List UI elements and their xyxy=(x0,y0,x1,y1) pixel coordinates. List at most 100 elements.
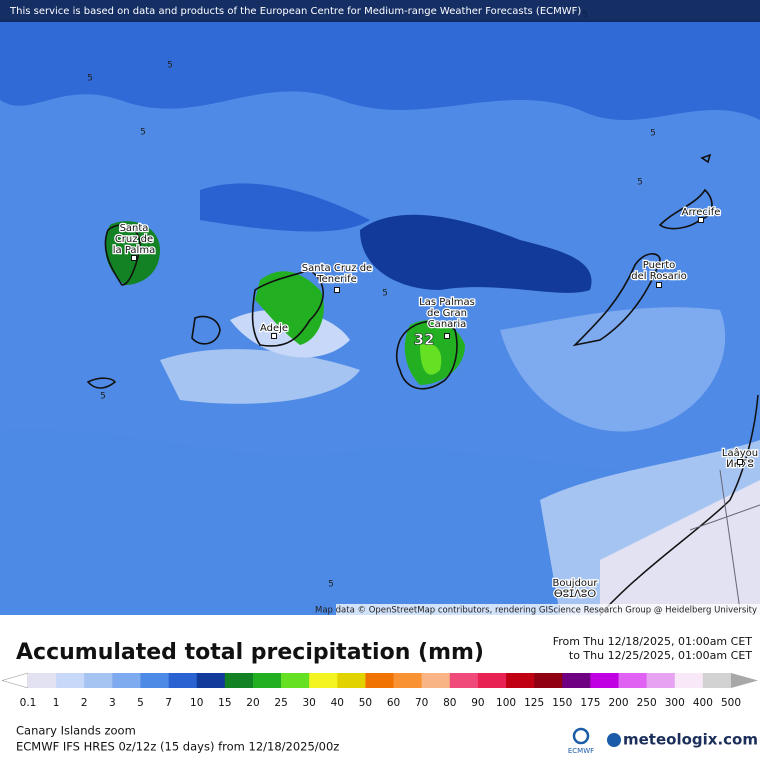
colorbar-box xyxy=(421,673,451,688)
colorbar-label: 250 xyxy=(637,697,657,709)
colorbar-box xyxy=(224,673,254,688)
contour-label: 5 xyxy=(100,392,106,402)
colorbar-box xyxy=(674,673,704,688)
place-label: Tenerife xyxy=(316,274,357,285)
colorbar-label: 80 xyxy=(443,697,456,709)
brand-logo xyxy=(607,733,621,747)
period-to: to Thu 12/25/2025, 01:00am CET xyxy=(569,649,752,662)
colorbar-label: 20 xyxy=(246,697,259,709)
model: ECMWF IFS HRES 0z/12z (15 days) from 12/… xyxy=(16,740,339,754)
place-label: de Gran xyxy=(427,308,467,319)
colorbar-box xyxy=(84,673,113,688)
colorbar-label: 3 xyxy=(109,697,116,709)
colorbar-label: 0.1 xyxy=(20,697,37,709)
period-from: From Thu 12/18/2025, 01:00am CET xyxy=(553,635,753,648)
colorbar-box xyxy=(112,673,141,688)
colorbar-box xyxy=(506,673,535,688)
brand[interactable]: meteologix.com xyxy=(623,731,758,749)
colorbar-box xyxy=(562,673,591,688)
colorbar-box xyxy=(477,673,507,688)
contour-label: 5 xyxy=(382,289,388,299)
colorbar-box xyxy=(590,673,619,688)
colorbar-label: 25 xyxy=(274,697,287,709)
place-marker xyxy=(444,333,450,339)
colorbar-label: 40 xyxy=(331,697,344,709)
colorbar-label: 90 xyxy=(471,697,484,709)
place-label: Santa Cruz de xyxy=(302,263,372,274)
ecmwf-logo xyxy=(572,727,590,745)
colorbar: 0.1 1 2 3 5 7 10 15 20 25 30 40 50 60 70 80 90 100 125 150 1… xyxy=(1,672,758,709)
place-marker xyxy=(737,459,743,465)
map xyxy=(0,0,760,616)
colorbar-label: 150 xyxy=(552,697,572,709)
colorbar-label: 500 xyxy=(721,697,741,709)
colorbar-label: 1 xyxy=(53,697,60,709)
colorbar-box xyxy=(393,673,422,688)
contour-label: 5 xyxy=(650,129,656,139)
place-marker xyxy=(271,333,277,339)
place-marker xyxy=(131,255,137,261)
colorbar-under xyxy=(1,672,29,689)
colorbar-label: 200 xyxy=(608,697,628,709)
contour-label: 5 xyxy=(167,61,173,71)
colorbar-label: 10 xyxy=(190,697,203,709)
contour-label: 5 xyxy=(328,580,334,590)
place-label: Laâyou xyxy=(722,447,758,459)
colorbar-label: 100 xyxy=(496,697,516,709)
colorbar-box xyxy=(252,673,282,688)
colorbar-box xyxy=(646,673,676,688)
attribution-bg xyxy=(336,604,760,615)
contour-label: 5 xyxy=(140,128,146,138)
colorbar-label: 50 xyxy=(359,697,372,709)
max-label: 32 xyxy=(414,331,435,349)
contour-label: 5 xyxy=(87,74,93,84)
place-label: Canaria xyxy=(428,319,467,330)
colorbar-box xyxy=(702,673,732,688)
colorbar-label: 70 xyxy=(415,697,428,709)
place-label: Arrecife xyxy=(682,207,721,218)
place-label: Las Palmas xyxy=(419,297,475,308)
colorbar-label: 7 xyxy=(165,697,172,709)
colorbar-box xyxy=(56,673,85,688)
colorbar-box xyxy=(618,673,647,688)
colorbar-label: 400 xyxy=(693,697,713,709)
header-bar xyxy=(0,0,760,22)
place-marker xyxy=(334,287,340,293)
place-label: ⴱⵓⵊⴷⵓⵔ xyxy=(554,589,596,600)
ecmwf-text: ECMWF xyxy=(568,747,594,755)
colorbar-box xyxy=(534,673,563,688)
place-label: Adeje xyxy=(260,323,288,334)
contour-label: 5 xyxy=(637,178,643,188)
legend-title: Accumulated total precipitation (mm) xyxy=(16,640,484,665)
place-marker xyxy=(656,282,662,288)
attribution: Map data © OpenStreetMap contributors, r… xyxy=(315,606,757,616)
colorbar-box xyxy=(309,673,338,688)
colorbar-label: 300 xyxy=(665,697,685,709)
place-label: Puerto xyxy=(643,260,676,271)
colorbar-box xyxy=(168,673,198,688)
colorbar-box xyxy=(281,673,310,688)
colorbar-box xyxy=(365,673,394,688)
place-label: del Rosario xyxy=(631,271,686,282)
colorbar-box xyxy=(140,673,169,688)
place-label: la Palma xyxy=(113,245,155,256)
colorbar-label: 2 xyxy=(81,697,88,709)
colorbar-label: 175 xyxy=(580,697,600,709)
colorbar-label: 125 xyxy=(524,697,544,709)
place-label: Boujdour xyxy=(552,578,598,589)
notice: This service is based on data and produc… xyxy=(9,6,581,17)
colorbar-box xyxy=(28,673,57,688)
region: Canary Islands zoom xyxy=(16,724,136,738)
colorbar-over xyxy=(731,673,758,688)
place-label: Cruz de xyxy=(115,234,153,245)
colorbar-label: 30 xyxy=(303,697,316,709)
colorbar-box xyxy=(337,673,366,688)
colorbar-label: 60 xyxy=(387,697,400,709)
place-label: Santa xyxy=(120,223,149,234)
colorbar-box xyxy=(449,673,479,688)
colorbar-label: 15 xyxy=(218,697,231,709)
place-marker xyxy=(698,217,704,223)
